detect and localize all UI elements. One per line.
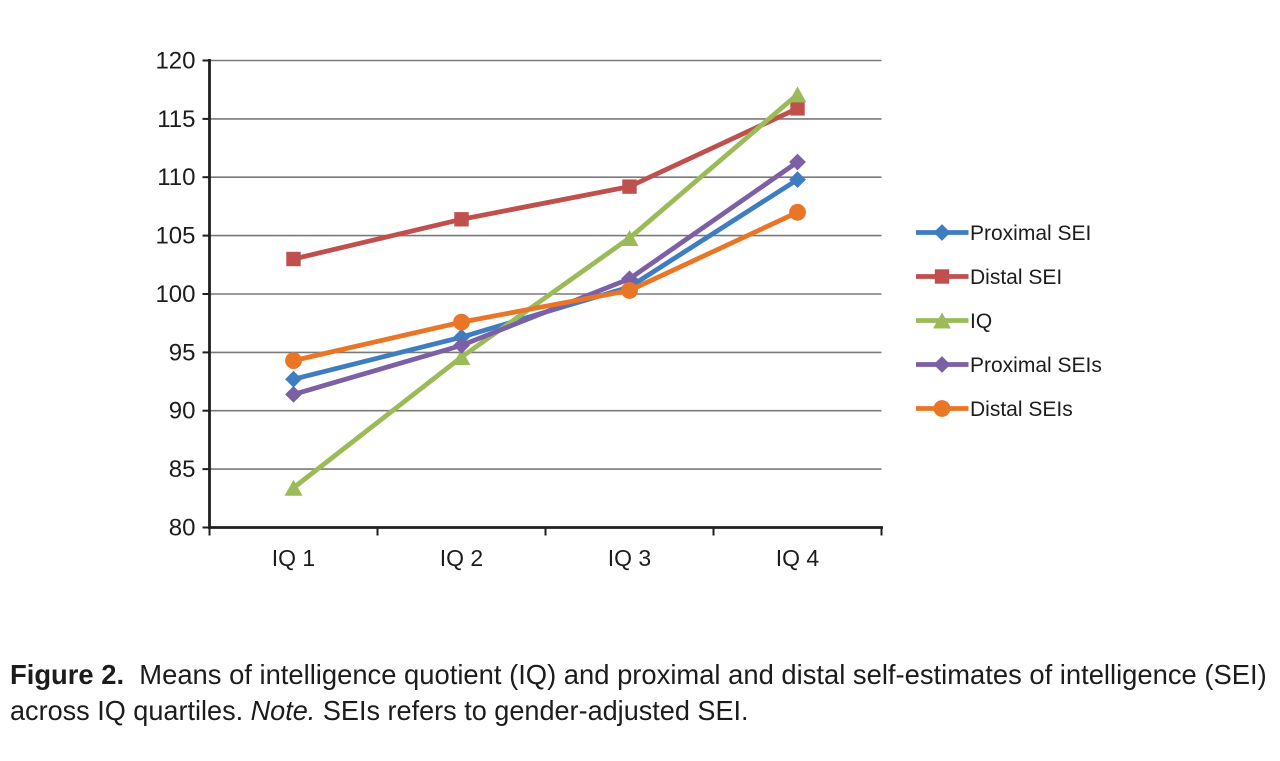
- svg-text:105: 105: [155, 223, 195, 250]
- svg-text:Distal SEIs: Distal SEIs: [970, 398, 1073, 421]
- svg-text:115: 115: [157, 106, 195, 133]
- svg-text:Distal SEI: Distal SEI: [970, 266, 1062, 289]
- svg-text:95: 95: [169, 339, 196, 366]
- svg-text:IQ 1: IQ 1: [272, 545, 315, 571]
- svg-text:IQ: IQ: [970, 310, 992, 333]
- svg-text:90: 90: [169, 398, 196, 425]
- svg-text:100: 100: [155, 281, 195, 308]
- svg-text:85: 85: [169, 456, 196, 483]
- svg-text:Proximal SEIs: Proximal SEIs: [970, 354, 1102, 377]
- svg-text:110: 110: [157, 164, 195, 191]
- svg-text:IQ 3: IQ 3: [608, 545, 651, 571]
- svg-text:Proximal SEI: Proximal SEI: [970, 222, 1091, 245]
- svg-text:IQ 2: IQ 2: [440, 545, 483, 571]
- svg-text:80: 80: [169, 515, 196, 542]
- svg-text:IQ 4: IQ 4: [776, 545, 820, 571]
- svg-text:120: 120: [155, 48, 195, 75]
